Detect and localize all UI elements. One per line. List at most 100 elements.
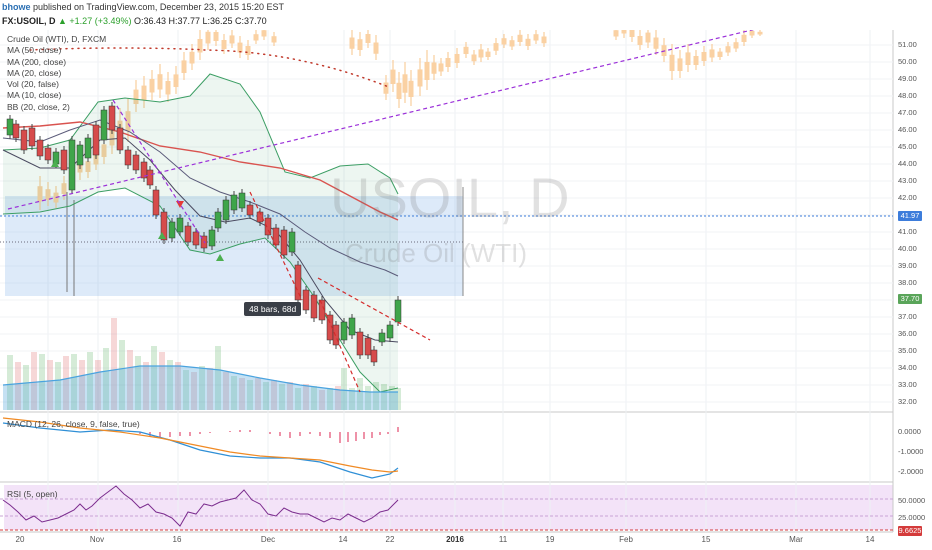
price-tick: 40.00 [898, 244, 917, 253]
volume-bar [167, 360, 173, 410]
price-tick: 44.00 [898, 159, 917, 168]
candle [12, 123, 20, 139]
price-tick: 37.00 [898, 312, 917, 321]
volume-bar [23, 365, 29, 410]
comparison-bar-body [613, 30, 619, 37]
comparison-bar-body [271, 36, 277, 43]
volume-bar [295, 388, 301, 410]
volume-bar [71, 354, 77, 410]
indicator-legend: Crude Oil (WTI), D, FXCM MA (50, close) … [7, 34, 106, 113]
comparison-bar-body [478, 49, 484, 58]
volume-bar [349, 388, 355, 410]
candle [238, 192, 246, 209]
comparison-bar-body [189, 51, 195, 64]
volume-bar [389, 386, 395, 410]
volume-bar [87, 352, 93, 410]
buy-marker [216, 254, 224, 261]
volume-bar [381, 384, 387, 410]
legend-item[interactable]: BB (20, close, 2) [7, 101, 70, 112]
comparison-bar-body [197, 39, 203, 53]
buy-marker [158, 232, 166, 239]
candle [230, 194, 238, 211]
candle [340, 321, 348, 341]
comparison-bar-body [93, 154, 99, 165]
legend-item[interactable]: MA (200, close) [7, 56, 67, 67]
candle [108, 105, 116, 131]
author-link[interactable]: bhowe [2, 2, 31, 12]
rsi-label[interactable]: RSI (5, open) [7, 489, 58, 499]
volume-bar [335, 386, 341, 410]
price-tick: 43.00 [898, 176, 917, 185]
price-tick: 42.00 [898, 193, 917, 202]
price-tick: 50.00 [898, 57, 917, 66]
macd-tick: -1.0000 [898, 447, 924, 456]
comparison-bar-body [431, 62, 437, 74]
volume-bar [271, 380, 277, 410]
volume-bar [111, 318, 117, 410]
candle [100, 109, 108, 141]
trend-line [249, 191, 303, 301]
comparison-bar-body [645, 32, 651, 43]
volume-bar [63, 356, 69, 410]
volume-bar [287, 382, 293, 410]
candle [28, 127, 36, 147]
legend-item[interactable]: MA (50, close) [7, 45, 62, 56]
candle [84, 137, 92, 159]
comparison-bar-body [173, 74, 179, 87]
price-tick: 46.00 [898, 125, 917, 134]
comparison-bar-body [408, 80, 414, 97]
volume-bar [279, 384, 285, 410]
price-tick: 45.00 [898, 142, 917, 151]
price-tick: 36.00 [898, 329, 917, 338]
comparison-bar-body [485, 51, 491, 57]
volume-bar [15, 362, 21, 410]
price-tick: 38.00 [898, 278, 917, 287]
volume-bar [175, 362, 181, 410]
candle [332, 324, 340, 346]
volume-bar [303, 384, 309, 410]
rsi-band [4, 485, 893, 530]
candle [20, 129, 28, 151]
time-tick: 19 [545, 535, 555, 544]
legend-item[interactable]: MA (20, close) [7, 67, 62, 78]
comparison-bar-body [221, 40, 227, 49]
volume-bar [143, 362, 149, 410]
volume-bar [7, 355, 13, 410]
legend-item[interactable]: Vol (20, false) [7, 79, 59, 90]
volume-bar [191, 372, 197, 410]
legend-item[interactable]: Crude Oil (WTI), D, FXCM [7, 34, 107, 44]
volume-bar [47, 360, 53, 410]
comparison-bar-body [133, 89, 139, 104]
comparison-bar-body [501, 38, 507, 45]
volume-bar [255, 378, 261, 410]
candle [208, 229, 216, 247]
comparison-bar-body [165, 81, 171, 95]
comparison-bar-body [402, 74, 408, 93]
candle [302, 289, 310, 311]
volume-bar [199, 366, 205, 410]
comparison-bar-body [261, 30, 267, 37]
volume-bar [223, 372, 229, 410]
time-tick: 22 [385, 535, 395, 544]
comparison-bar-body [709, 49, 715, 58]
candle [6, 118, 14, 136]
volume-bar [239, 378, 245, 410]
time-tick: Nov [89, 535, 105, 544]
candle [394, 299, 402, 323]
trend-line [317, 277, 431, 341]
volume-bar [231, 376, 237, 410]
sell-marker [176, 201, 184, 208]
legend-item[interactable]: MA (10, close) [7, 90, 62, 101]
macd-label[interactable]: MACD (12, 26, close, 9, false, true) [7, 419, 140, 429]
price-tick: 49.00 [898, 74, 917, 83]
macd-tick: -2.0000 [898, 467, 924, 476]
macd-line [2, 422, 399, 479]
comparison-bar-body [445, 58, 451, 67]
volume-bar [103, 348, 109, 410]
comparison-bar-body [463, 46, 469, 54]
volume-bar [135, 356, 141, 410]
volume-bar [119, 340, 125, 410]
price-tick: 35.00 [898, 346, 917, 355]
time-tick: 15 [701, 535, 711, 544]
